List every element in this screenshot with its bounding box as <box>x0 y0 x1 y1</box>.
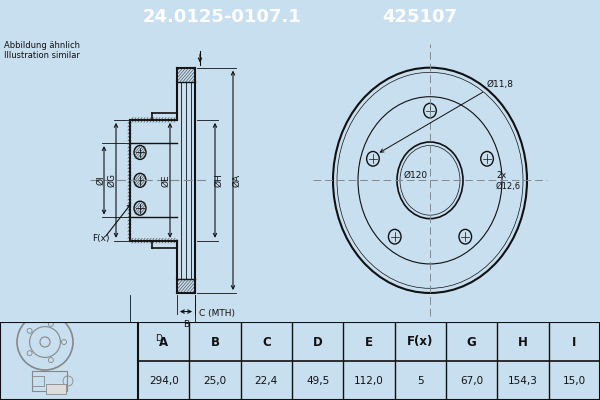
Text: Ø120: Ø120 <box>404 171 428 180</box>
Text: Ø12,6: Ø12,6 <box>496 182 521 191</box>
Text: ØG: ØG <box>107 173 116 187</box>
Text: 22,4: 22,4 <box>255 376 278 386</box>
Text: H: H <box>518 336 528 348</box>
Text: F(x): F(x) <box>92 234 110 243</box>
Text: C (MTH): C (MTH) <box>199 309 235 318</box>
Text: ØE: ØE <box>161 174 170 187</box>
Text: B: B <box>211 336 220 348</box>
Text: D: D <box>313 336 323 348</box>
Text: 24.0125-0107.1: 24.0125-0107.1 <box>143 8 301 26</box>
Text: G: G <box>467 336 476 348</box>
Bar <box>46 384 66 394</box>
Text: F(x): F(x) <box>407 336 434 348</box>
Text: 25,0: 25,0 <box>203 376 227 386</box>
Text: A: A <box>159 336 168 348</box>
Text: Ø11,8: Ø11,8 <box>487 80 514 88</box>
Text: 154,3: 154,3 <box>508 376 538 386</box>
Text: 112,0: 112,0 <box>354 376 384 386</box>
Text: 425107: 425107 <box>383 8 458 26</box>
Text: 5: 5 <box>417 376 424 386</box>
Bar <box>32 376 44 386</box>
Text: ØI: ØI <box>97 176 106 185</box>
Text: D: D <box>155 334 162 343</box>
Text: Abbildung ähnlich: Abbildung ähnlich <box>4 41 80 50</box>
Text: B: B <box>183 320 189 329</box>
Text: C: C <box>262 336 271 348</box>
Text: 2x: 2x <box>496 171 506 180</box>
Text: 294,0: 294,0 <box>149 376 179 386</box>
Text: 15,0: 15,0 <box>563 376 586 386</box>
Text: I: I <box>572 336 577 348</box>
Bar <box>32 371 67 391</box>
Text: 67,0: 67,0 <box>460 376 483 386</box>
Text: E: E <box>365 336 373 348</box>
Text: 49,5: 49,5 <box>306 376 329 386</box>
Text: Illustration similar: Illustration similar <box>4 52 80 60</box>
Text: ØH: ØH <box>215 174 223 187</box>
Text: ØA: ØA <box>233 174 241 187</box>
